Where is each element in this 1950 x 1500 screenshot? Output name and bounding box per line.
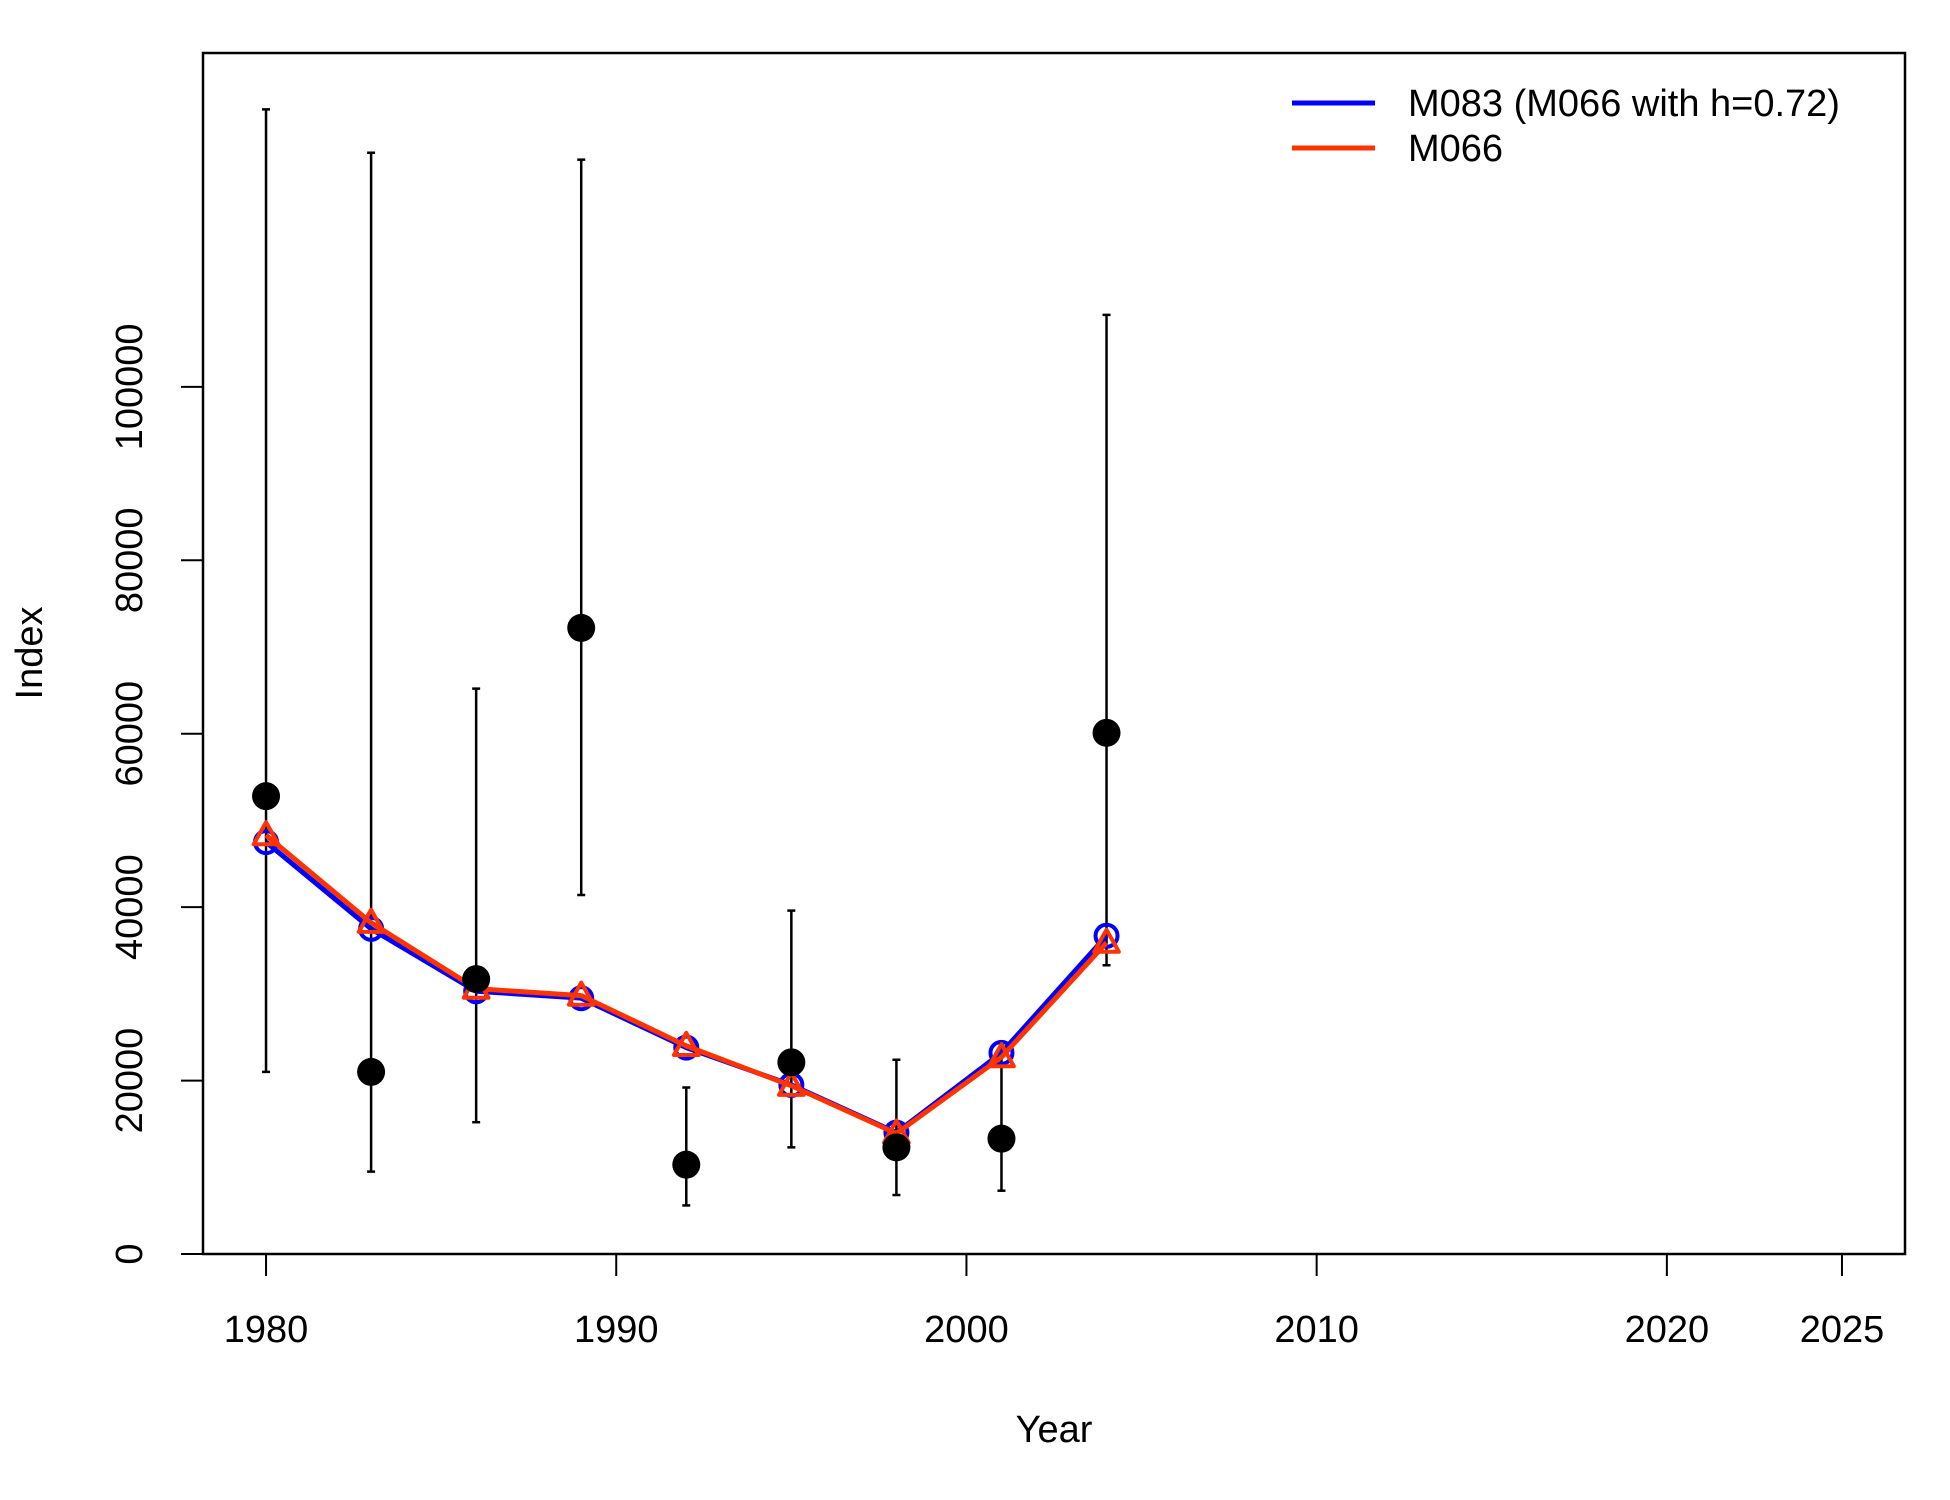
- observed-point: [252, 782, 281, 811]
- y-axis: 0 20000 40000 60000 80000 100000: [109, 323, 204, 1265]
- observed-point: [882, 1133, 911, 1162]
- series-point-triangle: [1092, 927, 1121, 954]
- observed-point: [462, 965, 491, 994]
- error-bars: [262, 108, 1111, 1207]
- x-axis-label: Year: [1016, 1409, 1093, 1451]
- y-tick-label: 20000: [109, 1028, 151, 1134]
- y-tick-label: 80000: [109, 507, 151, 613]
- x-tick-label: 2020: [1625, 1309, 1710, 1351]
- observed-points: [252, 613, 1121, 1179]
- observed-point: [777, 1048, 806, 1077]
- series-point-triangle: [251, 820, 281, 847]
- series-point-triangle: [776, 1070, 806, 1097]
- x-tick-label: 1990: [574, 1309, 659, 1351]
- y-tick-label: 40000: [109, 854, 151, 960]
- legend: M083 (M066 with h=0.72)M066: [1292, 83, 1840, 170]
- legend-label: M083 (M066 with h=0.72): [1408, 83, 1840, 125]
- observed-point: [567, 613, 596, 642]
- observed-point: [987, 1124, 1016, 1153]
- legend-label: M066: [1408, 128, 1503, 170]
- series-line: [264, 833, 1109, 1136]
- x-tick-label: 2000: [924, 1309, 1009, 1351]
- y-tick-label: 0: [109, 1243, 151, 1264]
- observed-point: [672, 1150, 701, 1179]
- x-tick-label: 1980: [224, 1309, 309, 1351]
- series-point-triangle: [987, 1042, 1016, 1069]
- x-tick-label: 2025: [1800, 1309, 1885, 1351]
- y-tick-label: 100000: [109, 323, 151, 450]
- series-lines: [251, 820, 1121, 1146]
- y-tick-label: 60000: [109, 681, 151, 787]
- series-point-triangle: [671, 1030, 701, 1057]
- series-point-circle: [1093, 922, 1120, 949]
- x-axis: 1980 1990 2000 2010 2020 2025: [224, 1253, 1885, 1351]
- plot-frame: [201, 51, 1907, 1256]
- series-point-triangle: [356, 907, 386, 934]
- y-axis-label: Index: [9, 607, 51, 700]
- observed-point: [1092, 718, 1121, 747]
- observed-point: [357, 1057, 386, 1086]
- x-tick-label: 2010: [1274, 1309, 1359, 1351]
- series-point-triangle: [566, 980, 596, 1007]
- series-point-circle: [988, 1039, 1015, 1066]
